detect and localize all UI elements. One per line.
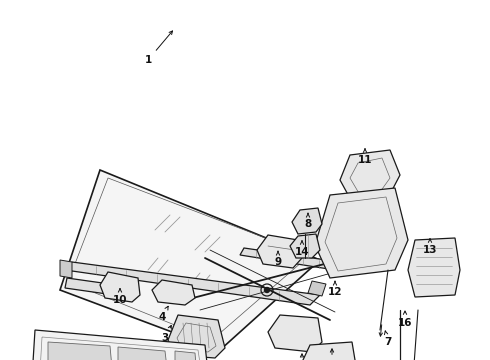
Text: 15: 15 [0,359,1,360]
Text: 4: 4 [158,306,168,322]
Polygon shape [175,351,196,360]
Polygon shape [168,315,225,358]
Polygon shape [65,278,138,298]
Polygon shape [32,330,210,360]
Polygon shape [408,238,460,297]
Text: 1: 1 [145,31,172,65]
Circle shape [265,288,270,292]
Text: 6: 6 [0,359,1,360]
Polygon shape [257,235,302,268]
Circle shape [192,334,200,342]
Text: 12: 12 [328,282,342,297]
Polygon shape [292,208,322,234]
Text: 11: 11 [358,149,372,165]
Polygon shape [268,315,322,352]
Circle shape [354,226,362,234]
Polygon shape [340,150,400,202]
Polygon shape [308,281,326,296]
Circle shape [293,331,299,337]
Circle shape [376,174,379,176]
Polygon shape [290,234,320,258]
Polygon shape [152,280,195,305]
Polygon shape [303,342,356,360]
Text: 10: 10 [113,289,127,305]
Text: 14: 14 [294,241,309,257]
Polygon shape [240,248,340,270]
Polygon shape [118,347,167,360]
Text: 2: 2 [298,354,306,360]
Polygon shape [65,262,320,305]
Circle shape [148,354,156,360]
Circle shape [364,176,367,180]
Text: 13: 13 [423,239,437,255]
Polygon shape [315,188,408,278]
Text: 5: 5 [328,349,336,360]
Polygon shape [100,272,140,302]
Text: 3: 3 [161,325,172,343]
Polygon shape [60,260,72,278]
Polygon shape [48,342,112,360]
Text: 9: 9 [274,251,282,267]
Text: 8: 8 [304,213,312,229]
Text: 7: 7 [384,331,392,347]
Polygon shape [60,170,320,350]
Text: 16: 16 [398,311,412,328]
